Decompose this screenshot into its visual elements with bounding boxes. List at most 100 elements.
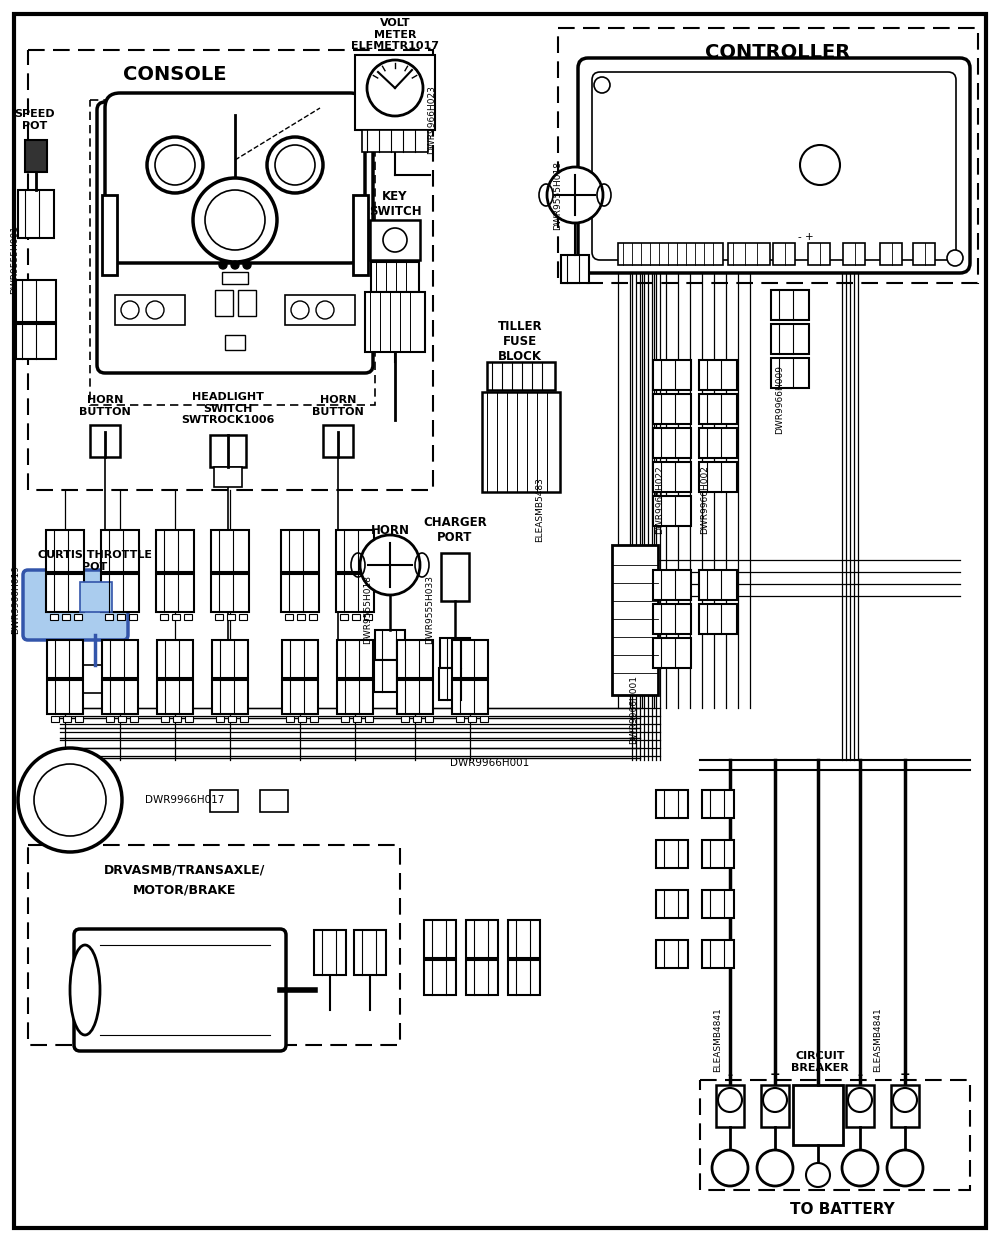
Bar: [880, 243, 902, 265]
Bar: [238, 289, 256, 315]
Bar: [561, 255, 589, 283]
Bar: [397, 681, 433, 714]
Bar: [157, 681, 193, 714]
Bar: [374, 660, 406, 692]
Bar: [310, 715, 318, 722]
Bar: [337, 640, 373, 678]
Circle shape: [360, 535, 420, 595]
Bar: [212, 640, 248, 678]
Bar: [452, 681, 488, 714]
Bar: [891, 1086, 919, 1126]
Text: +: +: [770, 1068, 780, 1082]
Bar: [157, 640, 193, 678]
Bar: [699, 462, 737, 492]
Bar: [63, 715, 71, 722]
Text: CONTROLLER: CONTROLLER: [705, 42, 851, 62]
Bar: [215, 614, 223, 620]
Bar: [240, 715, 248, 722]
Bar: [761, 1086, 789, 1126]
Text: TILLER
FUSE
BLOCK: TILLER FUSE BLOCK: [498, 320, 542, 363]
Bar: [354, 930, 386, 975]
Bar: [28, 50, 433, 491]
Circle shape: [316, 301, 334, 319]
Bar: [424, 920, 456, 958]
Bar: [16, 324, 56, 359]
Circle shape: [893, 1088, 917, 1112]
Bar: [508, 960, 540, 995]
Bar: [336, 530, 374, 573]
Bar: [375, 630, 405, 660]
Text: DWR9966H022: DWR9966H022: [656, 466, 664, 534]
FancyBboxPatch shape: [97, 102, 373, 373]
Bar: [341, 715, 349, 722]
Bar: [28, 845, 400, 1045]
Bar: [47, 681, 83, 714]
Bar: [225, 335, 245, 350]
Text: SPEED
POT: SPEED POT: [15, 109, 55, 130]
Bar: [913, 243, 935, 265]
Bar: [172, 614, 180, 620]
Bar: [101, 574, 139, 612]
Bar: [173, 715, 181, 722]
Bar: [281, 530, 319, 573]
Circle shape: [205, 190, 265, 250]
Text: ELEASMB4841: ELEASMB4841: [874, 1007, 883, 1072]
Bar: [80, 582, 112, 612]
Text: -: -: [727, 1068, 733, 1082]
Bar: [156, 530, 194, 573]
Text: HORN: HORN: [370, 523, 410, 537]
Text: CIRCUIT
BREAKER: CIRCUIT BREAKER: [791, 1051, 849, 1073]
Bar: [355, 55, 435, 130]
FancyBboxPatch shape: [105, 93, 365, 263]
Bar: [487, 361, 555, 390]
Bar: [212, 681, 248, 714]
Bar: [215, 289, 233, 315]
Circle shape: [800, 145, 840, 185]
Bar: [440, 638, 470, 668]
Text: DWR9966H017: DWR9966H017: [145, 795, 225, 805]
Bar: [90, 101, 375, 405]
Bar: [365, 715, 373, 722]
Circle shape: [547, 166, 603, 224]
Bar: [653, 394, 691, 424]
Bar: [46, 530, 84, 573]
Bar: [353, 195, 368, 274]
Bar: [281, 574, 319, 612]
Bar: [90, 425, 120, 457]
Bar: [441, 553, 469, 601]
Text: DWR9966H023: DWR9966H023: [428, 86, 436, 154]
Bar: [106, 715, 114, 722]
Bar: [618, 243, 723, 265]
Circle shape: [842, 1150, 878, 1186]
Circle shape: [18, 748, 122, 852]
Bar: [362, 130, 428, 152]
Bar: [424, 960, 456, 995]
Bar: [185, 715, 193, 722]
Bar: [227, 614, 235, 620]
Bar: [282, 681, 318, 714]
Bar: [425, 715, 433, 722]
Bar: [700, 1081, 970, 1190]
Bar: [653, 428, 691, 458]
Bar: [656, 940, 688, 968]
Circle shape: [383, 229, 407, 252]
Ellipse shape: [70, 945, 100, 1035]
Bar: [115, 296, 185, 325]
Bar: [771, 358, 809, 388]
Circle shape: [806, 1163, 830, 1187]
Text: DRVASMB/TRANSAXLE/: DRVASMB/TRANSAXLE/: [104, 863, 266, 877]
Bar: [653, 360, 691, 390]
Bar: [352, 614, 360, 620]
Bar: [699, 570, 737, 600]
Bar: [653, 604, 691, 633]
Circle shape: [887, 1150, 923, 1186]
Bar: [156, 574, 194, 612]
Bar: [508, 920, 540, 958]
Bar: [480, 715, 488, 722]
Circle shape: [291, 301, 309, 319]
Bar: [699, 394, 737, 424]
Text: CONSOLE: CONSOLE: [123, 66, 227, 84]
Bar: [210, 435, 246, 467]
Bar: [612, 545, 658, 696]
Text: DWR9966H019: DWR9966H019: [11, 565, 20, 635]
